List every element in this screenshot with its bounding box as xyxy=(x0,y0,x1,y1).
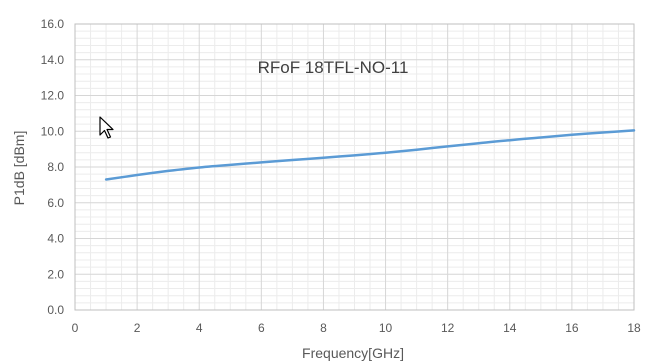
y-axis-ticks: 0.0 2.0 4.0 6.0 8.0 10.0 12.0 14.0 16.0 xyxy=(41,17,65,317)
x-tick-label: 2 xyxy=(134,321,141,335)
x-tick-label: 6 xyxy=(258,321,265,335)
y-tick-label: 12.0 xyxy=(41,89,65,103)
y-tick-label: 8.0 xyxy=(47,160,64,174)
series-layer xyxy=(104,129,636,181)
chart-title: RFoF 18TFL-NO-11 xyxy=(258,58,409,77)
x-axis-title: Frequency[GHz] xyxy=(302,345,404,361)
x-tick-label: 16 xyxy=(565,321,579,335)
y-tick-label: 2.0 xyxy=(47,267,64,281)
y-tick-label: 14.0 xyxy=(41,53,65,67)
x-tick-label: 0 xyxy=(72,321,79,335)
mouse-pointer-icon xyxy=(99,116,114,139)
x-tick-label: 12 xyxy=(441,321,455,335)
plot-area-border xyxy=(74,23,635,311)
y-tick-label: 0.0 xyxy=(47,303,64,317)
x-tick-label: 8 xyxy=(320,321,327,335)
y-tick-label: 16.0 xyxy=(41,17,65,31)
x-axis-ticks: 0 2 4 6 8 10 12 14 16 18 xyxy=(72,321,641,335)
x-tick-label: 10 xyxy=(379,321,393,335)
y-tick-label: 10.0 xyxy=(41,124,65,138)
x-tick-label: 18 xyxy=(627,321,641,335)
y-axis-title: P1dB [dBm] xyxy=(11,131,27,206)
series-line xyxy=(104,129,636,181)
y-tick-label: 6.0 xyxy=(47,196,64,210)
x-tick-label: 4 xyxy=(196,321,203,335)
x-tick-label: 14 xyxy=(503,321,517,335)
y-tick-label: 4.0 xyxy=(47,232,64,246)
